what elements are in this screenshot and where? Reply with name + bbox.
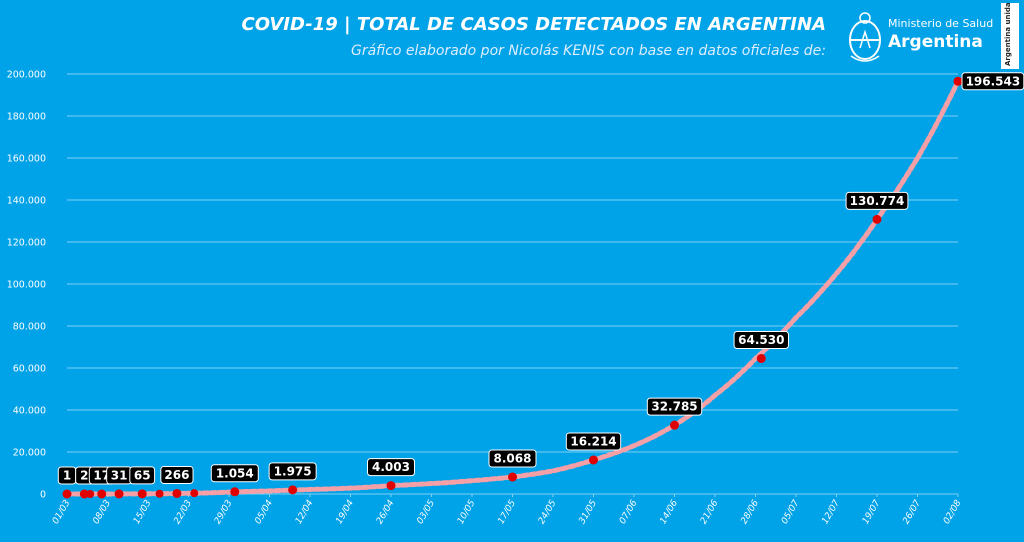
data-label: 1 <box>63 468 71 482</box>
x-tick-label: 01/03 <box>51 498 73 526</box>
data-label: 17 <box>93 468 110 482</box>
data-point <box>190 489 199 498</box>
data-label: 196.543 <box>966 74 1021 88</box>
x-tick-label: 24/05 <box>537 498 559 526</box>
data-label-box <box>160 465 194 484</box>
data-label-box <box>367 458 415 477</box>
data-point <box>953 76 963 86</box>
x-tick-label: 14/06 <box>658 498 680 526</box>
series-line-total-cases <box>64 78 961 497</box>
data-label-box <box>646 397 703 416</box>
y-tick-label: 100.000 <box>7 280 46 291</box>
data-label: 130.774 <box>850 194 905 208</box>
y-tick-label: 200.000 <box>7 70 46 81</box>
y-tick-label: 140.000 <box>7 196 46 207</box>
data-point <box>589 455 598 465</box>
data-label: 16.214 <box>570 434 616 448</box>
data-point <box>79 489 89 499</box>
data-label: 1.975 <box>274 464 312 478</box>
x-tick-label: 26/04 <box>375 498 397 526</box>
data-label: 31 <box>111 468 128 482</box>
x-tick-label: 03/05 <box>415 498 437 526</box>
x-tick-label: 26/07 <box>901 498 923 526</box>
data-label-box <box>268 462 317 481</box>
x-tick-label: 19/07 <box>861 498 883 526</box>
x-tick-label: 07/06 <box>618 498 640 526</box>
data-label: 65 <box>134 468 151 482</box>
x-tick-label: 28/06 <box>739 498 761 526</box>
x-tick-label: 22/03 <box>172 498 194 526</box>
x-tick-label: 29/03 <box>213 498 235 526</box>
data-label-box <box>488 449 537 468</box>
data-label-box <box>565 432 622 451</box>
y-tick-label: 160.000 <box>7 154 46 165</box>
y-tick-label: 20.000 <box>13 448 46 459</box>
x-tick-label: 15/03 <box>132 498 154 526</box>
y-tick-label: 180.000 <box>7 112 46 123</box>
data-label-box <box>129 466 156 485</box>
data-point <box>97 489 107 499</box>
x-tick-label: 12/04 <box>294 498 316 526</box>
data-point <box>670 420 679 430</box>
data-label: 2 <box>80 468 88 482</box>
data-label: 8.068 <box>494 452 532 466</box>
data-point <box>155 489 164 498</box>
data-label: 4.003 <box>372 460 410 474</box>
data-point <box>137 489 147 499</box>
data-point <box>172 488 182 498</box>
y-tick-label: 80.000 <box>13 322 46 333</box>
data-label: 64.530 <box>738 333 784 347</box>
data-point <box>288 485 298 495</box>
data-point <box>62 489 72 499</box>
data-label: 266 <box>164 468 189 482</box>
x-tick-label: 02/08 <box>942 498 964 526</box>
ministry-country: Argentina <box>888 32 983 52</box>
x-tick-label: 21/06 <box>699 498 721 526</box>
data-label: 1.054 <box>216 466 254 480</box>
data-point <box>508 472 517 482</box>
x-tick-label: 05/04 <box>253 498 275 526</box>
y-tick-label: 0 <box>40 490 46 501</box>
x-tick-label: 19/04 <box>334 498 356 526</box>
data-point <box>230 487 240 497</box>
y-tick-label: 40.000 <box>13 406 46 417</box>
x-tick-label: 08/03 <box>91 498 113 526</box>
data-label-box <box>845 191 909 210</box>
y-tick-label: 60.000 <box>13 364 46 375</box>
data-point <box>756 353 766 363</box>
ministry-logo <box>842 10 992 68</box>
x-tick-label: 05/07 <box>780 498 802 526</box>
data-label-box <box>733 330 789 349</box>
x-tick-label: 17/05 <box>496 498 518 526</box>
data-label-box <box>210 464 259 483</box>
ministry-label: Ministerio de Salud <box>888 17 994 30</box>
y-tick-label: 120.000 <box>7 238 46 249</box>
data-label: 32.785 <box>651 400 697 414</box>
x-tick-label: 31/05 <box>577 498 599 526</box>
x-tick-label: 10/05 <box>456 498 478 526</box>
data-point <box>114 489 124 499</box>
data-point <box>872 214 882 224</box>
data-point <box>386 481 396 491</box>
coat-of-arms-icon <box>849 12 881 62</box>
x-tick-label: 12/07 <box>820 498 842 526</box>
chart-title: COVID-19 | TOTAL DE CASOS DETECTADOS EN … <box>241 14 827 35</box>
brand-tag <box>1001 3 1019 69</box>
chart-subtitle: Gráfico elaborado por Nicolás KENIS con … <box>350 43 826 59</box>
